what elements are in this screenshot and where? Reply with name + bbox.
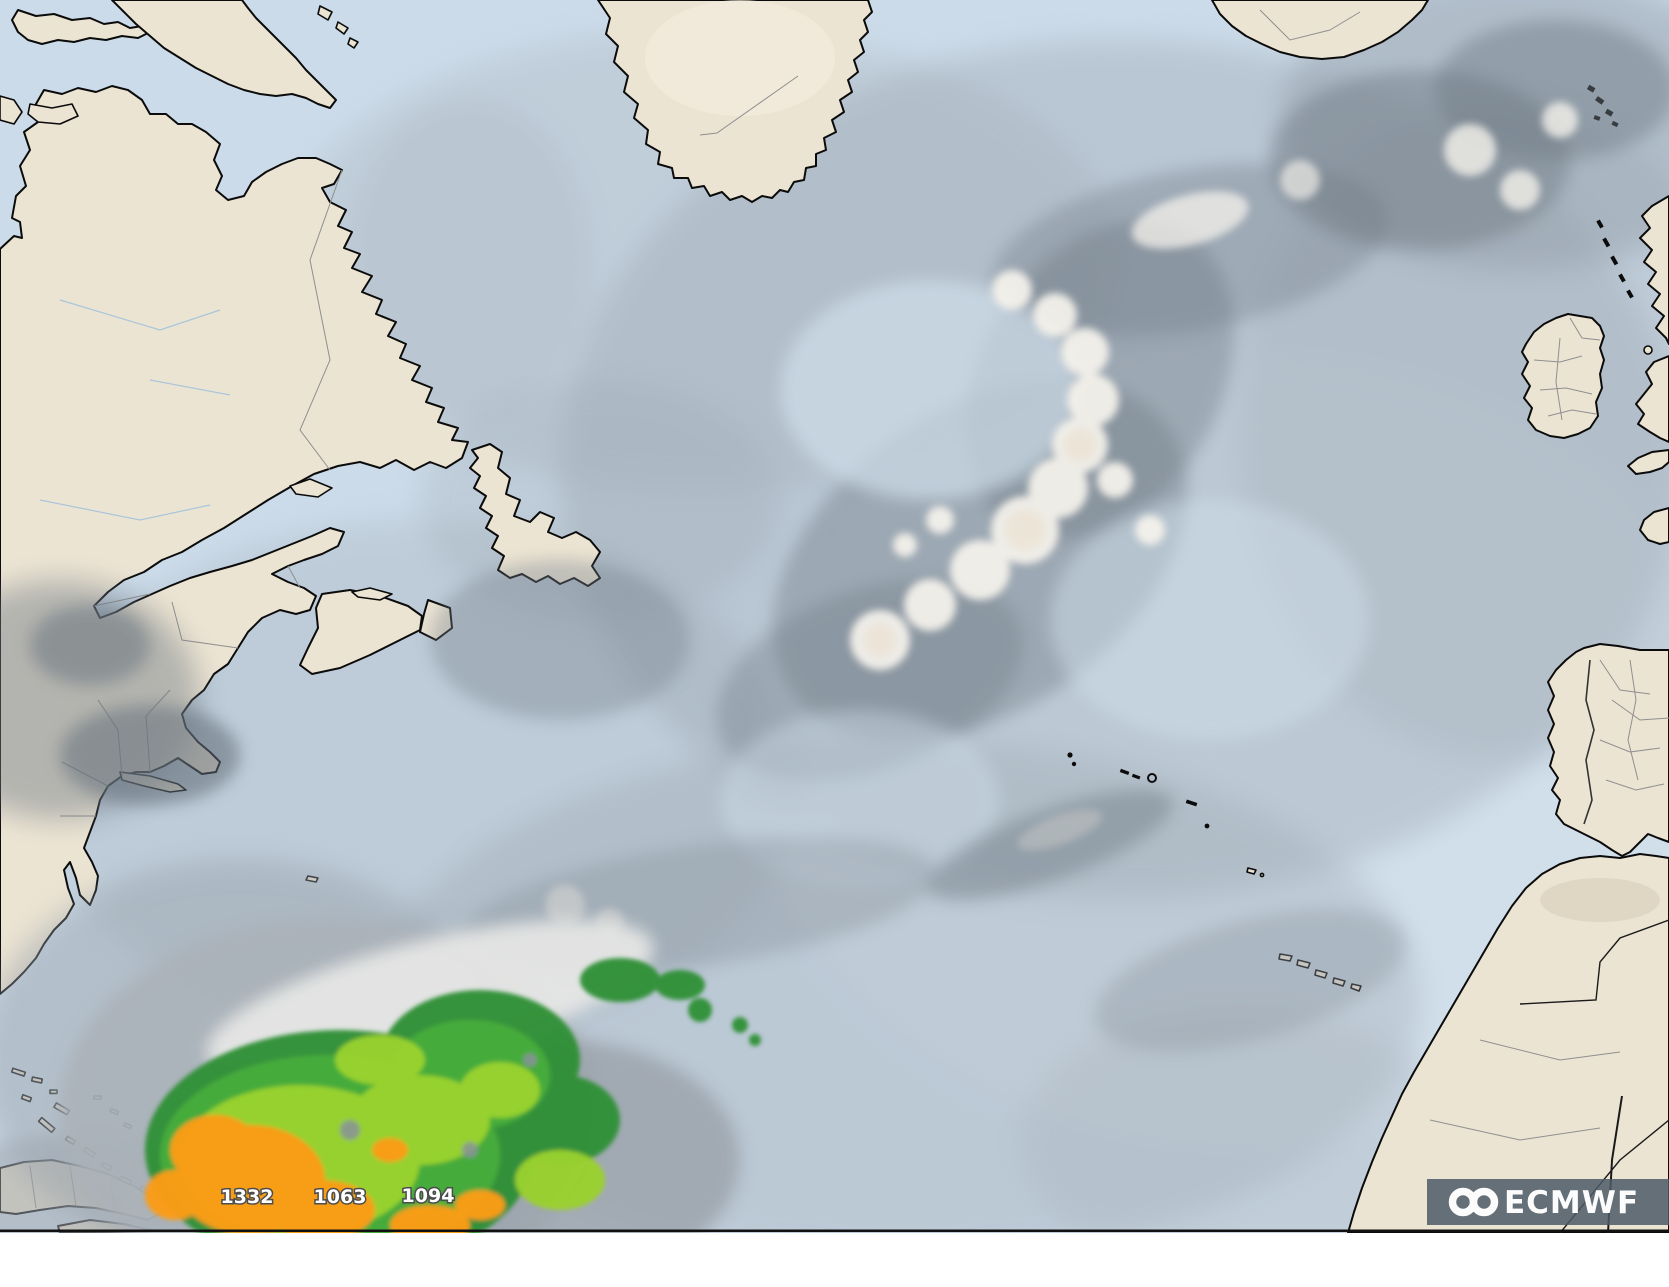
cape-value-2: 1063 — [314, 1186, 367, 1208]
iceland-borders — [1259, 9, 1361, 41]
cornwall — [1627, 449, 1669, 475]
baffin-island — [111, 0, 337, 109]
footer: 0.00 J/kg 01000200030004000500060007000 … — [0, 1233, 1669, 1287]
greenland-icecap — [645, 0, 835, 116]
cape-value-3: 1094 — [402, 1185, 455, 1207]
atlas-shading — [1540, 878, 1660, 922]
scotland — [1639, 195, 1669, 345]
greenland-boundary — [699, 75, 799, 136]
map-bottom-border — [0, 1229, 1669, 1232]
iberia — [1547, 643, 1669, 857]
southampton-islets — [0, 95, 79, 125]
cape-value-labels: 1332 1063 1094 — [219, 1184, 456, 1210]
cape-field — [60, 919, 761, 1287]
madeira — [1246, 867, 1265, 878]
england-wales — [1635, 355, 1669, 443]
resolution-islands — [317, 5, 359, 49]
iberia-borders — [1583, 659, 1669, 825]
ecmwf-logo-background — [1427, 1179, 1669, 1225]
brittany — [1639, 507, 1669, 545]
ecmwf-logo: ECMWF — [1427, 1179, 1669, 1225]
azores — [1067, 752, 1210, 829]
cape-value-1: 1332 — [221, 1186, 274, 1208]
anticosti-island — [289, 478, 333, 498]
ireland-county-borders — [1533, 317, 1601, 421]
hebrides — [1596, 219, 1634, 299]
iceland — [1211, 0, 1429, 60]
ecmwf-logo-text: ECMWF — [1504, 1185, 1639, 1221]
prince-edward-island — [351, 587, 393, 601]
quebec-rivers — [39, 299, 231, 521]
ecmwf-logo-mark-icon — [1448, 1187, 1499, 1217]
nova-scotia — [299, 589, 423, 675]
isle-of-man — [1643, 345, 1653, 355]
ireland — [1521, 313, 1605, 439]
arctic-island-1 — [11, 9, 151, 45]
